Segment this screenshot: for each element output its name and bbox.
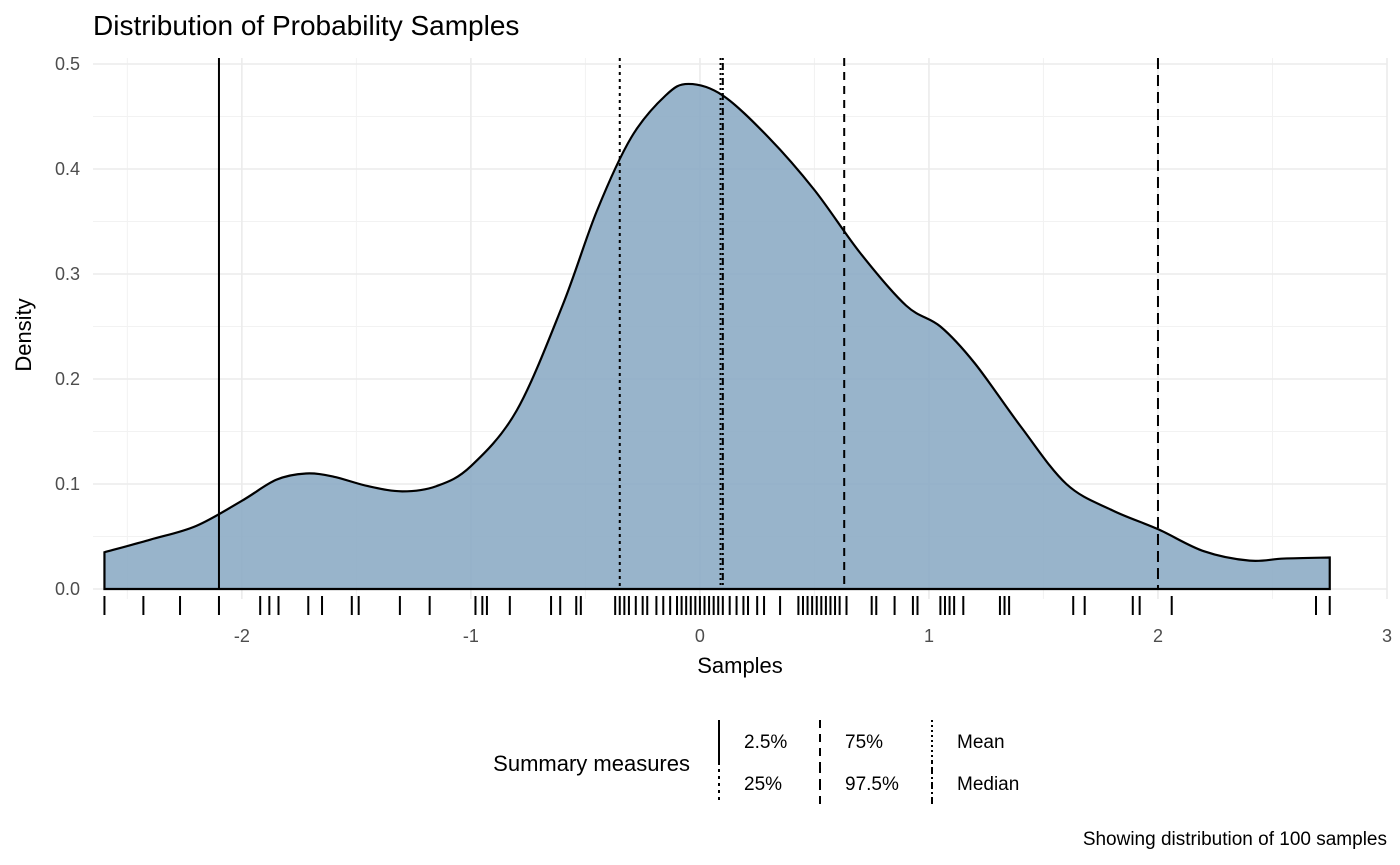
legend-title: Summary measures: [493, 751, 690, 776]
legend-keys: 2.5% 25% 75% 97.5% Mean Median: [718, 720, 1019, 804]
y-tick-label: 0.2: [55, 369, 80, 389]
y-tick-label: 0.0: [55, 579, 80, 599]
legend-label: Median: [957, 774, 1019, 795]
density-outline: [103, 82, 1331, 591]
y-tick-label: 0.4: [55, 159, 80, 179]
summary-lines: [217, 58, 1159, 589]
legend-label: 75%: [845, 732, 883, 753]
y-tick-label: 0.1: [55, 474, 80, 494]
density-area: [104, 83, 1330, 589]
x-tick-label: -2: [234, 626, 250, 646]
x-tick-label: 0: [695, 626, 705, 646]
legend-label: Mean: [957, 732, 1005, 753]
x-axis-ticks: -2 -1 0 1 2 3: [234, 626, 1392, 646]
x-tick-label: 1: [924, 626, 934, 646]
rug-ticks: [103, 596, 1331, 615]
chart-caption: Showing distribution of 100 samples: [1083, 829, 1387, 850]
density-layer: [103, 82, 1331, 591]
y-axis-title: Density: [11, 298, 36, 371]
y-tick-label: 0.5: [55, 54, 80, 74]
legend-label: 97.5%: [845, 774, 899, 795]
x-tick-label: 2: [1153, 626, 1163, 646]
x-tick-label: 3: [1382, 626, 1392, 646]
x-axis-title: Samples: [697, 653, 783, 678]
x-tick-label: -1: [463, 626, 479, 646]
legend: Summary measures 2.5% 25% 75% 97.5% Mean Medi…: [493, 720, 1019, 804]
legend-label: 2.5%: [744, 732, 787, 753]
y-tick-label: 0.3: [55, 264, 80, 284]
y-axis-ticks: 0.0 0.1 0.2 0.3 0.4 0.5: [55, 54, 80, 599]
legend-label: 25%: [744, 774, 782, 795]
chart-title: Distribution of Probability Samples: [93, 10, 519, 41]
